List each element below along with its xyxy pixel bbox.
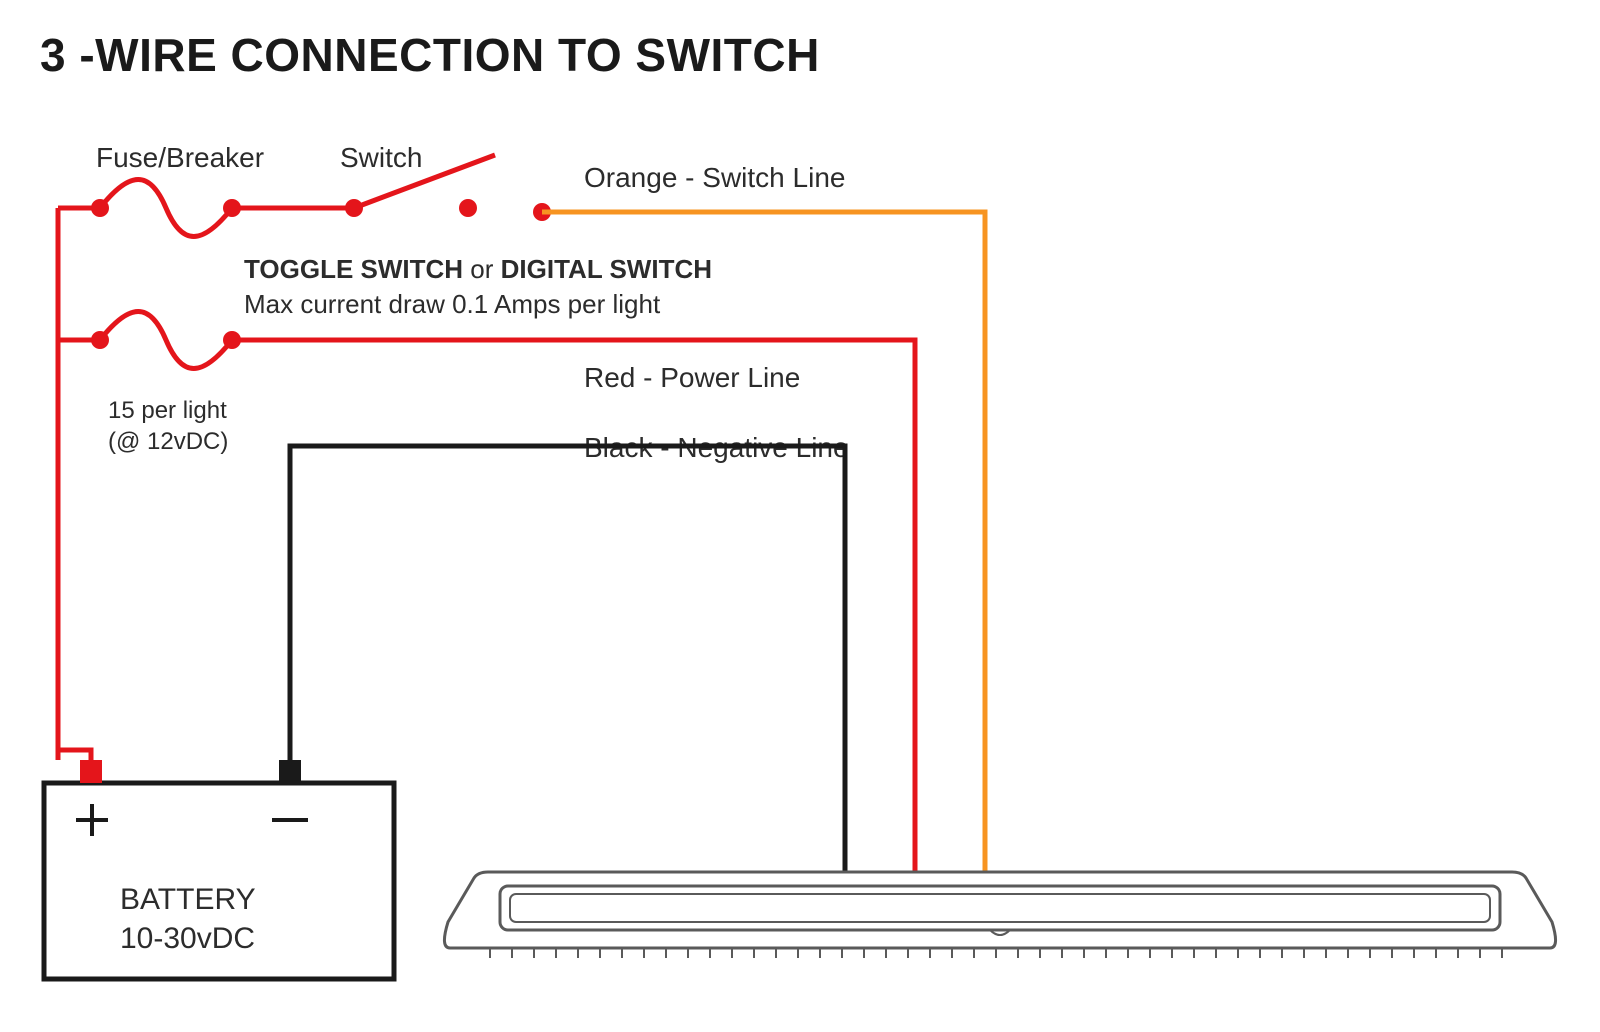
fuse1-dot-left — [91, 199, 109, 217]
diagram-stage: 3 -WIRE CONNECTION TO SWITCH Fuse/Breake… — [0, 0, 1600, 1032]
fuse-1 — [100, 180, 232, 237]
red-wire-terminal-stub — [58, 750, 91, 760]
switch-dot-right — [459, 199, 477, 217]
device-lens-inner — [510, 894, 1490, 922]
black-wire — [290, 446, 845, 886]
light-bar-device — [444, 872, 1555, 958]
battery-box — [44, 783, 394, 979]
battery-pos-terminal — [80, 760, 102, 783]
switch-arm — [354, 155, 495, 208]
fuse-2 — [100, 312, 232, 369]
switch-dot-left — [345, 199, 363, 217]
wiring-svg — [0, 0, 1600, 1032]
fuse2-dot-left — [91, 331, 109, 349]
red-power-wire-b — [232, 340, 915, 886]
orange-wire — [542, 212, 985, 886]
fuse2-dot-right — [223, 331, 241, 349]
plus-icon — [76, 804, 108, 836]
battery-neg-terminal — [279, 760, 301, 783]
fuse1-dot-right — [223, 199, 241, 217]
